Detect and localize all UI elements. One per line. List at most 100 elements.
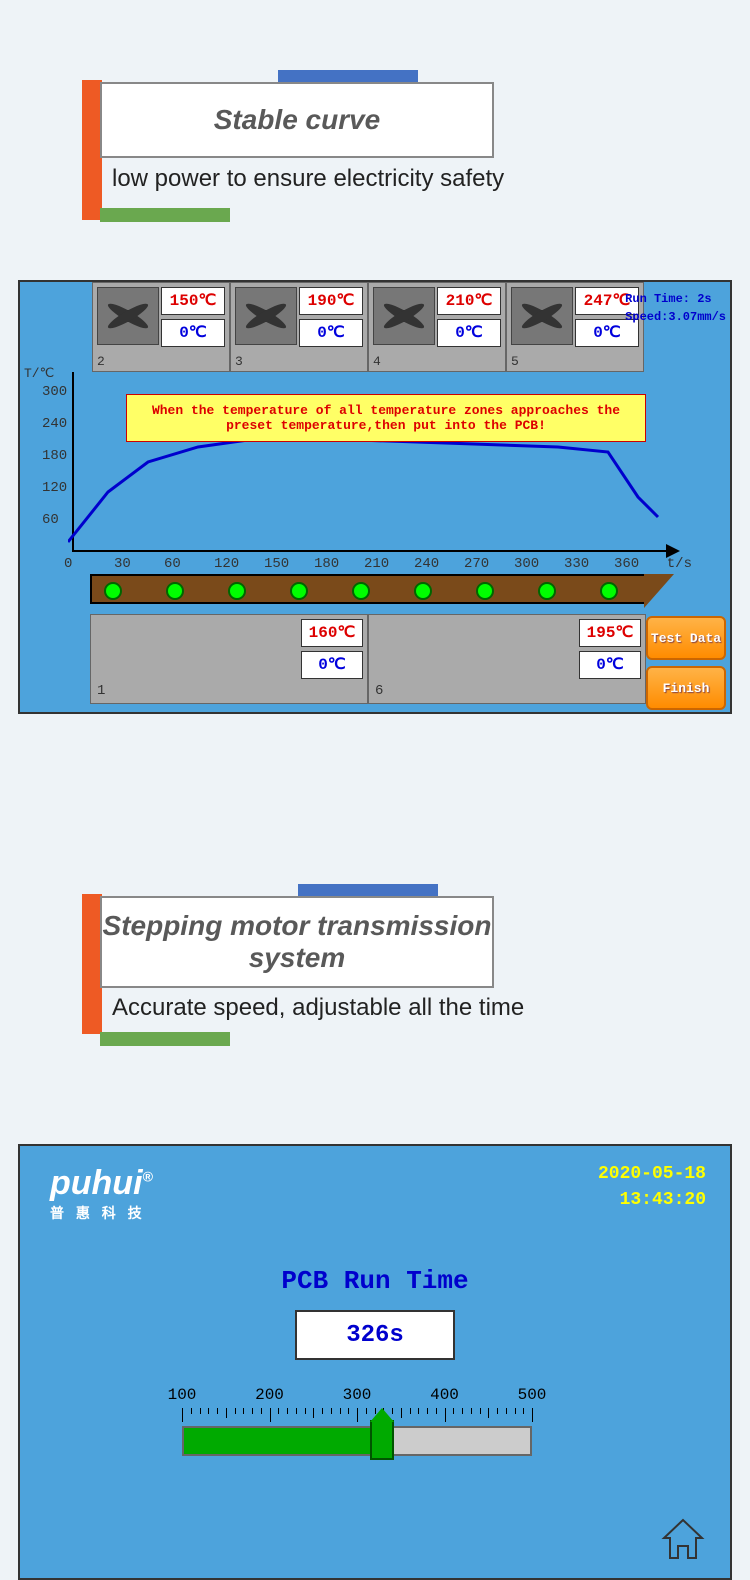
slider-tick — [261, 1408, 262, 1414]
slider-tick — [305, 1408, 306, 1414]
decor-orange — [82, 80, 102, 220]
zone-number: 1 — [97, 683, 105, 699]
slider-track[interactable] — [182, 1426, 532, 1456]
zone-set-temp[interactable]: 190℃ — [299, 287, 363, 315]
brand-logo: puhui® 普 惠 科 技 — [50, 1164, 153, 1223]
top-zones-row: 150℃ 0℃ 2 190℃ 0℃ 3 210℃ 0℃ 4 247℃ 0℃ 5 — [92, 282, 644, 372]
zone-2: 150℃ 0℃ 2 — [92, 282, 230, 372]
section1-title: Stable curve — [214, 104, 381, 136]
pcb-runtime-value: 326s — [295, 1310, 455, 1360]
section2-title: Stepping motor transmission system — [102, 910, 492, 974]
slider-tick — [287, 1408, 288, 1414]
zone-set-temp[interactable]: 160℃ — [301, 619, 363, 647]
run-time-label: Run Time: — [625, 292, 690, 306]
y-tick: 120 — [42, 480, 67, 496]
slider-tick — [243, 1408, 244, 1414]
run-info: Run Time: 2s Speed:3.07mm/s — [625, 292, 726, 328]
slider-tick — [410, 1408, 411, 1414]
slider-tick — [191, 1408, 192, 1414]
conveyor-end — [644, 574, 674, 608]
zone-number: 4 — [373, 354, 381, 369]
slider-tick — [226, 1408, 227, 1418]
brand-subtitle: 普 惠 科 技 — [50, 1203, 153, 1223]
zone-set-temp[interactable]: 150℃ — [161, 287, 225, 315]
section2-title-box: Stepping motor transmission system — [100, 896, 494, 988]
x-tick: 330 — [564, 556, 589, 572]
conveyor-roller — [166, 582, 184, 600]
conveyor-roller — [352, 582, 370, 600]
zone-1: 160℃ 0℃ 1 — [90, 614, 368, 704]
fan-icon — [373, 287, 435, 345]
slider-tick-label: 100 — [168, 1386, 197, 1404]
x-tick: 180 — [314, 556, 339, 572]
slider-tick — [532, 1408, 533, 1422]
slider-tick — [436, 1408, 437, 1414]
section1-subtitle: low power to ensure electricity safety — [112, 165, 504, 193]
y-tick: 240 — [42, 416, 67, 432]
slider-tick — [252, 1408, 253, 1414]
x-tick: 120 — [214, 556, 239, 572]
fan-icon — [235, 287, 297, 345]
slider-tick — [506, 1408, 507, 1414]
conveyor-roller — [538, 582, 556, 600]
decor-orange — [82, 894, 102, 1034]
slider-fill — [184, 1428, 382, 1454]
slider-tick-label: 200 — [255, 1386, 284, 1404]
zone-current-temp: 0℃ — [437, 319, 501, 347]
datetime-display: 2020-05-18 13:43:20 — [598, 1164, 706, 1216]
slider-tick — [357, 1408, 358, 1422]
slider-thumb[interactable] — [370, 1420, 394, 1460]
section2-subtitle: Accurate speed, adjustable all the time — [112, 994, 524, 1022]
x-tick: 270 — [464, 556, 489, 572]
decor-green — [100, 1032, 230, 1046]
section1-header: Stable curve low power to ensure electri… — [82, 70, 750, 230]
slider-tick — [313, 1408, 314, 1418]
x-tick: 300 — [514, 556, 539, 572]
zone-set-temp[interactable]: 210℃ — [437, 287, 501, 315]
speed-label: Speed: — [625, 310, 668, 324]
pcb-runtime-title: PCB Run Time — [20, 1266, 730, 1296]
conveyor-roller — [414, 582, 432, 600]
slider-tick — [488, 1408, 489, 1418]
brand-name: puhui — [50, 1164, 143, 1202]
slider-tick — [208, 1408, 209, 1414]
zone-number: 6 — [375, 683, 383, 699]
conveyor-roller — [290, 582, 308, 600]
decor-green — [100, 208, 230, 222]
slider-tick — [270, 1408, 271, 1422]
x-axis-label: t/s — [667, 556, 692, 572]
run-time-value: 2s — [697, 292, 711, 306]
slider-tick — [235, 1408, 236, 1414]
home-icon[interactable] — [658, 1514, 708, 1564]
slider-tick — [348, 1408, 349, 1414]
zone-number: 3 — [235, 354, 243, 369]
slider-tick — [182, 1408, 183, 1422]
x-tick: 360 — [614, 556, 639, 572]
section1-title-box: Stable curve — [100, 82, 494, 158]
slider-tick — [523, 1408, 524, 1414]
runtime-slider[interactable]: 100200300400500 — [182, 1386, 572, 1456]
conveyor-roller — [104, 582, 122, 600]
zone-3: 190℃ 0℃ 3 — [230, 282, 368, 372]
section2-header: Stepping motor transmission system Accur… — [82, 884, 750, 1064]
slider-tick — [427, 1408, 428, 1414]
x-tick: 240 — [414, 556, 439, 572]
x-tick: 30 — [114, 556, 131, 572]
date-value: 2020-05-18 — [598, 1164, 706, 1184]
zone-set-temp[interactable]: 195℃ — [579, 619, 641, 647]
zone-current-temp: 0℃ — [299, 319, 363, 347]
slider-tick-label: 300 — [343, 1386, 372, 1404]
x-tick: 60 — [164, 556, 181, 572]
slider-tick — [471, 1408, 472, 1414]
zone-current-temp: 0℃ — [301, 651, 363, 679]
slider-tick — [515, 1408, 516, 1414]
slider-tick — [453, 1408, 454, 1414]
finish-button[interactable]: Finish — [646, 666, 726, 710]
conveyor-belt — [90, 574, 646, 604]
zone-number: 2 — [97, 354, 105, 369]
reflow-curve-panel: 150℃ 0℃ 2 190℃ 0℃ 3 210℃ 0℃ 4 247℃ 0℃ 5 … — [18, 280, 732, 714]
conveyor-roller — [228, 582, 246, 600]
y-tick: 180 — [42, 448, 67, 464]
fan-icon — [97, 287, 159, 345]
test-data-button[interactable]: Test Data — [646, 616, 726, 660]
